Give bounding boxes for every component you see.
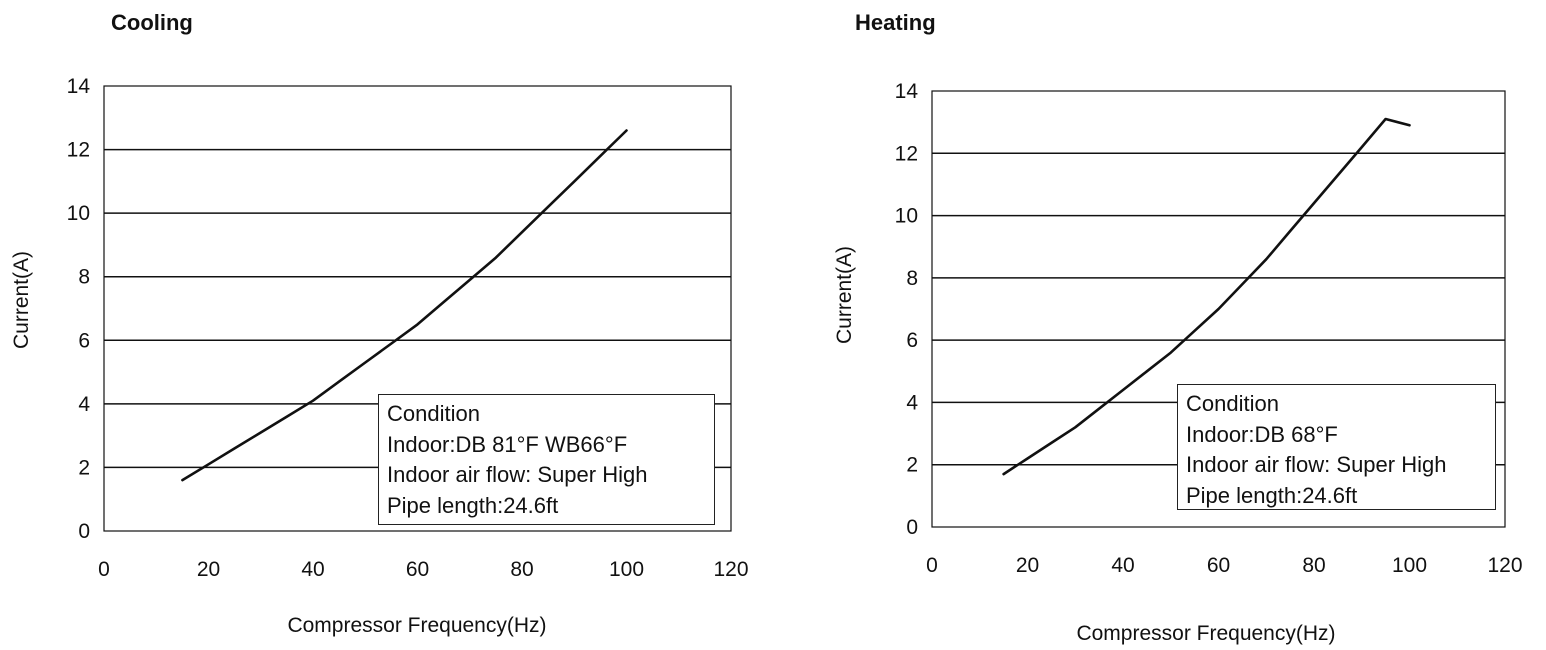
y-tick-label: 14	[895, 80, 919, 103]
y-tick-label: 12	[895, 142, 918, 165]
x-tick-label: 40	[1111, 554, 1134, 577]
heating-chart-panel: Heating 0 2 4 6 8 10 12 14 0 20 40 60 80 100 120 Compre…	[773, 0, 1546, 650]
x-tick-label: 120	[713, 558, 748, 581]
chart-title: Cooling	[111, 10, 193, 35]
y-tick-label: 4	[906, 391, 918, 414]
y-tick-label: 2	[78, 456, 90, 479]
condition-line: Condition	[387, 401, 480, 426]
y-tick-label: 8	[78, 266, 90, 289]
x-axis-label: Compressor Frequency(Hz)	[1076, 622, 1335, 645]
condition-line: Indoor:DB 81°F WB66°F	[387, 431, 628, 457]
series-line	[1002, 117, 1411, 476]
y-tick-label: 8	[906, 267, 918, 290]
y-tick-label: 12	[67, 139, 90, 162]
x-tick-label: 60	[1207, 554, 1230, 577]
y-tick-label: 6	[906, 329, 918, 352]
y-tick-label: 0	[78, 520, 90, 543]
x-tick-label: 40	[301, 558, 324, 581]
condition-box: Condition Indoor:DB 81°F WB66°F Indoor a…	[378, 394, 715, 525]
x-tick-label: 80	[1302, 554, 1325, 577]
y-tick-label: 2	[906, 454, 918, 477]
x-tick-label: 0	[926, 554, 938, 577]
y-tick-label: 6	[78, 329, 90, 352]
y-tick-label: 0	[906, 516, 918, 539]
y-tick-label: 10	[67, 202, 90, 225]
series-line	[181, 129, 628, 482]
chart-title: Heating	[855, 10, 936, 35]
x-axis-label: Compressor Frequency(Hz)	[287, 614, 546, 637]
y-tick-label: 14	[67, 75, 91, 98]
x-tick-label: 80	[510, 558, 533, 581]
condition-line: Indoor:DB 68°F	[1186, 421, 1338, 447]
plot-frame	[931, 90, 1506, 528]
cooling-chart: 0 2 4 6 8 10 12 14 0 20 40 60 80 100 120 Compressor Fre…	[10, 75, 749, 637]
x-tick-label: 120	[1487, 554, 1522, 577]
x-tick-label: 100	[609, 558, 644, 581]
y-axis-label: Current(A)	[833, 246, 856, 344]
x-tick-label: 20	[197, 558, 220, 581]
plot-frame	[103, 85, 732, 532]
x-tick-label: 20	[1016, 554, 1039, 577]
condition-line: Indoor air flow: Super High	[387, 462, 648, 487]
y-tick-label: 4	[78, 393, 90, 416]
condition-line: Condition	[1186, 391, 1279, 416]
x-tick-label: 100	[1392, 554, 1427, 577]
x-tick-label: 60	[406, 558, 429, 581]
condition-line: Pipe length:24.6ft	[1186, 482, 1358, 508]
condition-line: Indoor air flow: Super High	[1186, 452, 1447, 477]
heating-chart: 0 2 4 6 8 10 12 14 0 20 40 60 80 100 120 Compressor Fre…	[833, 80, 1523, 645]
condition-line: Pipe length:24.6ft	[387, 492, 559, 518]
y-tick-label: 10	[895, 205, 918, 228]
condition-box: Condition Indoor:DB 68°F Indoor air flow…	[1177, 384, 1496, 510]
y-axis-label: Current(A)	[10, 251, 33, 349]
x-tick-label: 0	[98, 558, 110, 581]
cooling-chart-panel: Cooling 0 2 4 6 8 10 12 14 0 20 40 60 80 100 120 Compre…	[10, 10, 749, 637]
